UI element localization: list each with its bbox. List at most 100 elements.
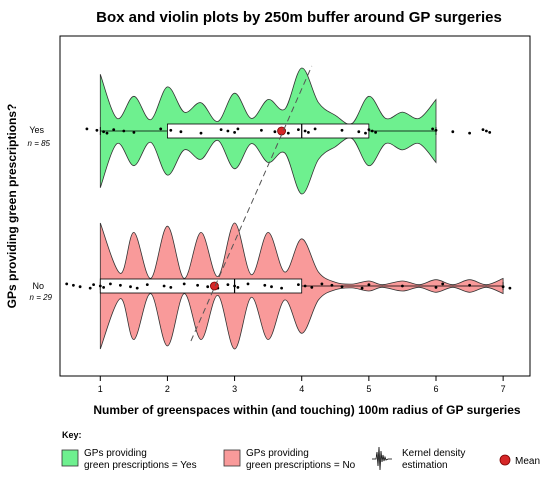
point-no-36 bbox=[468, 284, 471, 287]
point-yes-19 bbox=[304, 130, 307, 133]
point-no-28 bbox=[321, 283, 324, 286]
key-mean-dot bbox=[500, 455, 510, 465]
point-no-30 bbox=[341, 285, 344, 288]
key-yes-swatch bbox=[62, 450, 78, 466]
point-yes-27 bbox=[374, 131, 377, 134]
x-tick-label-1: 1 bbox=[98, 384, 103, 394]
point-no-6 bbox=[102, 286, 105, 289]
point-no-34 bbox=[435, 286, 438, 289]
point-no-16 bbox=[206, 285, 209, 288]
point-no-29 bbox=[331, 284, 334, 287]
group-label-yes: Yes bbox=[29, 125, 44, 135]
point-yes-10 bbox=[200, 132, 203, 135]
x-tick-label-4: 4 bbox=[299, 384, 304, 394]
key-title: Key: bbox=[62, 430, 82, 440]
point-no-24 bbox=[280, 287, 283, 290]
point-yes-24 bbox=[364, 132, 367, 135]
point-no-26 bbox=[304, 285, 307, 288]
point-no-7 bbox=[109, 283, 112, 286]
point-no-4 bbox=[92, 283, 95, 286]
point-yes-21 bbox=[314, 127, 317, 130]
key-mean-label: Mean bbox=[515, 456, 540, 467]
group-n-no: n = 29 bbox=[30, 293, 53, 302]
point-yes-16 bbox=[274, 130, 277, 133]
point-no-9 bbox=[129, 285, 132, 288]
point-no-18 bbox=[227, 283, 230, 286]
point-no-27 bbox=[310, 286, 313, 289]
point-no-0 bbox=[65, 283, 68, 286]
chart-title: Box and violin plots by 250m buffer arou… bbox=[96, 9, 502, 26]
point-yes-12 bbox=[227, 130, 230, 133]
point-no-14 bbox=[183, 283, 186, 286]
point-yes-28 bbox=[431, 127, 434, 130]
point-yes-32 bbox=[482, 128, 485, 131]
point-no-5 bbox=[99, 285, 102, 288]
key-yes-line1: GPs providing bbox=[84, 448, 147, 459]
point-yes-14 bbox=[237, 127, 240, 130]
point-no-37 bbox=[502, 285, 505, 288]
box-yes bbox=[167, 124, 368, 138]
point-no-35 bbox=[441, 283, 444, 286]
point-yes-11 bbox=[220, 128, 223, 131]
point-no-25 bbox=[297, 283, 300, 286]
point-yes-23 bbox=[357, 130, 360, 133]
point-yes-2 bbox=[102, 130, 105, 133]
key-kde-line1: Kernel density bbox=[402, 448, 465, 459]
point-yes-6 bbox=[133, 131, 136, 134]
point-yes-15 bbox=[260, 129, 263, 132]
point-no-20 bbox=[237, 286, 240, 289]
point-yes-13 bbox=[233, 131, 236, 134]
key-kde-line2: estimation bbox=[402, 460, 448, 471]
point-yes-5 bbox=[122, 130, 125, 133]
mean-no bbox=[210, 282, 218, 290]
point-no-13 bbox=[169, 286, 172, 289]
point-no-8 bbox=[119, 284, 122, 287]
point-yes-8 bbox=[169, 129, 172, 132]
point-no-3 bbox=[89, 287, 92, 290]
x-tick-label-7: 7 bbox=[501, 384, 506, 394]
kde-icon bbox=[372, 447, 392, 470]
point-yes-29 bbox=[435, 129, 438, 132]
point-no-1 bbox=[72, 284, 75, 287]
point-yes-33 bbox=[485, 130, 488, 133]
point-no-23 bbox=[270, 285, 273, 288]
x-axis-title: Number of greenspaces within (and touchi… bbox=[93, 403, 521, 417]
point-yes-1 bbox=[96, 129, 99, 132]
point-yes-34 bbox=[488, 131, 491, 134]
point-no-21 bbox=[247, 283, 250, 286]
group-label-no: No bbox=[32, 281, 44, 291]
plot-layer: 1 2 3 4 5 6 7 bbox=[65, 66, 511, 394]
point-yes-0 bbox=[86, 127, 89, 130]
x-tick-label-6: 6 bbox=[433, 384, 438, 394]
x-tick-label-2: 2 bbox=[165, 384, 170, 394]
x-tick-label-3: 3 bbox=[232, 384, 237, 394]
point-yes-20 bbox=[307, 131, 310, 134]
point-no-11 bbox=[146, 283, 149, 286]
point-yes-18 bbox=[297, 128, 300, 131]
point-no-22 bbox=[263, 284, 266, 287]
point-yes-30 bbox=[451, 130, 454, 133]
point-yes-3 bbox=[106, 132, 109, 135]
point-yes-26 bbox=[371, 130, 374, 133]
point-no-10 bbox=[136, 287, 139, 290]
key-no-line2: green prescriptions = No bbox=[246, 460, 356, 471]
point-yes-25 bbox=[368, 128, 371, 131]
point-yes-7 bbox=[159, 127, 162, 130]
point-yes-22 bbox=[341, 129, 344, 132]
point-no-2 bbox=[79, 285, 82, 288]
point-no-32 bbox=[368, 283, 371, 286]
point-no-19 bbox=[233, 285, 236, 288]
key-yes-line2: green prescriptions = Yes bbox=[84, 460, 197, 471]
point-yes-9 bbox=[180, 130, 183, 133]
point-no-15 bbox=[196, 284, 199, 287]
point-yes-17 bbox=[287, 132, 290, 135]
point-yes-31 bbox=[468, 132, 471, 135]
key-no-line1: GPs providing bbox=[246, 448, 309, 459]
key-no-swatch bbox=[224, 450, 240, 466]
x-tick-label-5: 5 bbox=[366, 384, 371, 394]
point-no-38 bbox=[509, 287, 512, 290]
point-yes-4 bbox=[112, 128, 115, 131]
point-no-12 bbox=[163, 285, 166, 288]
point-no-31 bbox=[361, 287, 364, 290]
